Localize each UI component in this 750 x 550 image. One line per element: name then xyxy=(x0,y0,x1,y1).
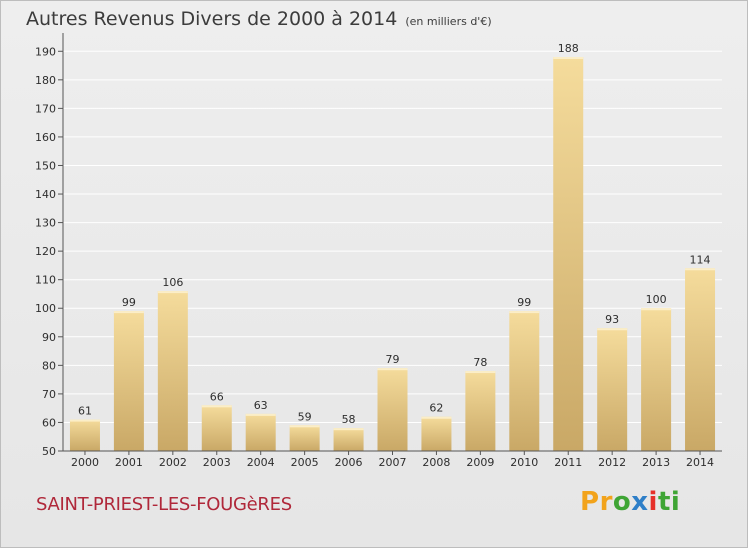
proxiti-logo: Proxiti xyxy=(580,487,680,517)
bar xyxy=(553,56,584,451)
data-label: 114 xyxy=(690,253,711,266)
logo-letter: t xyxy=(657,487,671,517)
y-tick-label: 160 xyxy=(35,131,56,144)
data-label: 78 xyxy=(473,356,487,369)
y-tick-label: 100 xyxy=(35,302,56,315)
bar-top-highlight xyxy=(113,311,144,314)
bar-top-highlight xyxy=(421,416,452,419)
data-label: 93 xyxy=(605,313,619,326)
logo-letter: P xyxy=(580,487,600,517)
data-label: 79 xyxy=(386,353,400,366)
logo-letter: i xyxy=(648,487,658,517)
bar-top-highlight xyxy=(597,328,628,331)
y-tick-label: 170 xyxy=(35,102,56,115)
bar xyxy=(69,419,100,451)
x-tick-label: 2003 xyxy=(203,456,231,469)
bar-top-highlight xyxy=(509,311,540,314)
bars xyxy=(69,56,716,451)
x-tick-label: 2010 xyxy=(510,456,538,469)
bar xyxy=(377,368,408,451)
y-tick-label: 110 xyxy=(35,274,56,287)
y-tick-label: 90 xyxy=(42,331,56,344)
bar-top-highlight xyxy=(201,405,232,408)
x-tick-label: 2006 xyxy=(335,456,363,469)
bar-top-highlight xyxy=(377,368,408,371)
bar xyxy=(245,413,276,451)
data-label: 188 xyxy=(558,42,579,55)
grid-lines xyxy=(63,50,722,423)
chart-title-block: Autres Revenus Divers de 2000 à 2014 (en … xyxy=(26,8,492,30)
y-tick-label: 50 xyxy=(42,445,56,458)
y-tick-label: 140 xyxy=(35,188,56,201)
data-label: 106 xyxy=(162,276,183,289)
bar xyxy=(333,428,364,451)
data-label: 99 xyxy=(122,296,136,309)
bar-top-highlight xyxy=(465,371,496,374)
y-tick-label: 180 xyxy=(35,74,56,87)
data-label: 61 xyxy=(78,405,92,418)
labels: 50 60 70 80 90 100 110 120 130 140 150 160 170 180 190… xyxy=(35,42,714,469)
y-tick-label: 150 xyxy=(35,159,56,172)
x-tick-label: 2000 xyxy=(71,456,99,469)
y-tick-label: 80 xyxy=(42,359,56,372)
bar-top-highlight xyxy=(69,419,100,422)
data-label: 99 xyxy=(517,296,531,309)
data-label: 100 xyxy=(646,293,667,306)
y-tick-label: 60 xyxy=(42,416,56,429)
logo-letter: i xyxy=(670,487,681,517)
x-tick-label: 2007 xyxy=(379,456,407,469)
bar xyxy=(113,311,144,451)
bar-top-highlight xyxy=(245,413,276,416)
data-label: 66 xyxy=(210,390,224,403)
y-tick-label: 190 xyxy=(35,45,56,58)
logo-letter: r xyxy=(599,487,613,517)
y-tick-label: 120 xyxy=(35,245,56,258)
data-label: 58 xyxy=(342,413,356,426)
x-tick-label: 2009 xyxy=(466,456,494,469)
x-tick-label: 2002 xyxy=(159,456,187,469)
chart-title: Autres Revenus Divers de 2000 à 2014 xyxy=(26,8,398,30)
chart-subtitle: (en milliers d'€) xyxy=(405,15,492,28)
x-tick-label: 2012 xyxy=(598,456,626,469)
bar-top-highlight xyxy=(685,268,716,271)
y-tick-label: 70 xyxy=(42,388,56,401)
x-tick-label: 2013 xyxy=(642,456,670,469)
bar xyxy=(157,291,188,451)
bar xyxy=(685,268,716,451)
bar xyxy=(597,328,628,451)
data-label: 59 xyxy=(298,410,312,423)
bar-top-highlight xyxy=(157,291,188,294)
data-label: 63 xyxy=(254,399,268,412)
x-tick-label: 2005 xyxy=(291,456,319,469)
bar xyxy=(509,311,540,451)
bar-top-highlight xyxy=(289,425,320,428)
bar xyxy=(421,416,452,451)
bar xyxy=(641,308,672,451)
x-tick-label: 2008 xyxy=(422,456,450,469)
bar xyxy=(465,371,496,451)
y-tick-label: 130 xyxy=(35,217,56,230)
town-name: SAINT-PRIEST-LES-FOUGèRES xyxy=(36,494,292,515)
bar-top-highlight xyxy=(641,308,672,311)
bar xyxy=(289,425,320,451)
x-tick-label: 2004 xyxy=(247,456,275,469)
bar xyxy=(201,405,232,451)
x-tick-label: 2001 xyxy=(115,456,143,469)
x-tick-label: 2014 xyxy=(686,456,714,469)
logo-letter: o xyxy=(612,487,632,517)
x-tick-label: 2011 xyxy=(554,456,582,469)
axes xyxy=(58,33,722,455)
logo-letter: x xyxy=(631,487,649,517)
bar-top-highlight xyxy=(553,56,584,59)
data-label: 62 xyxy=(429,402,443,415)
bar-top-highlight xyxy=(333,428,364,431)
